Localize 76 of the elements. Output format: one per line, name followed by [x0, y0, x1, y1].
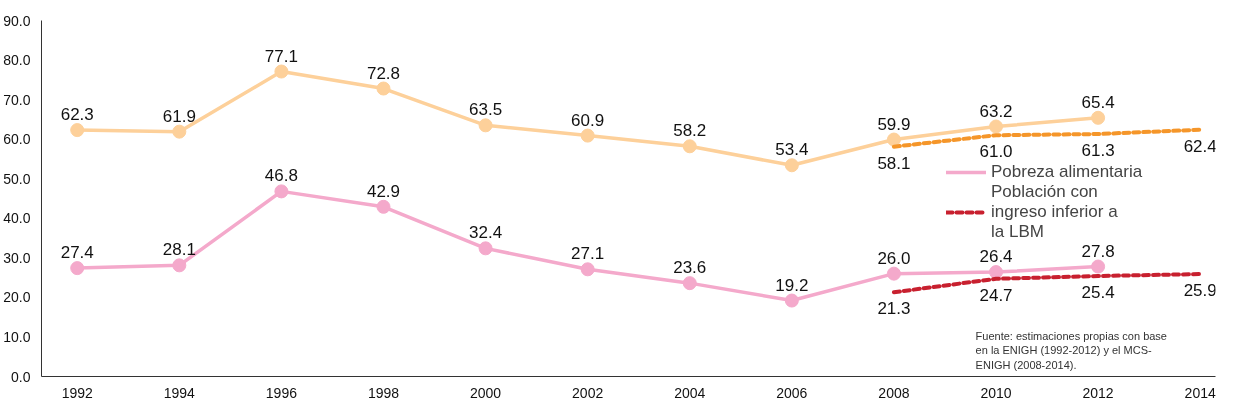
data-label: 46.8 — [264, 166, 298, 186]
data-label: 32.4 — [469, 223, 503, 243]
point — [1091, 259, 1106, 274]
point — [580, 262, 595, 277]
y-tick-label: 40.0 — [3, 210, 31, 227]
data-label: 61.3 — [1081, 141, 1115, 161]
data-label: 63.2 — [979, 101, 1013, 121]
data-label: 61.0 — [979, 142, 1013, 162]
data-label: 62.3 — [60, 105, 94, 125]
x-tick-label: 1992 — [61, 384, 94, 401]
data-label: 58.1 — [877, 153, 911, 173]
point — [784, 158, 799, 173]
point — [1091, 110, 1106, 125]
data-label: 25.9 — [1183, 281, 1217, 301]
x-tick-label: 2012 — [1082, 384, 1114, 401]
x-tick-label: 2000 — [470, 384, 502, 401]
data-label: 62.4 — [1183, 136, 1217, 156]
data-label: 58.2 — [673, 121, 707, 141]
point — [376, 199, 391, 214]
point — [478, 118, 493, 133]
y-tick-label: 80.0 — [3, 52, 31, 69]
data-label: 42.9 — [366, 181, 401, 201]
point — [886, 132, 901, 147]
y-tick-label: 0.0 — [11, 368, 31, 385]
x-tick-label: 2002 — [572, 384, 604, 401]
data-label: 65.4 — [1081, 92, 1115, 112]
data-label: 72.8 — [366, 63, 401, 83]
data-label: 27.1 — [571, 244, 605, 264]
data-label: 26.0 — [877, 248, 911, 268]
point — [886, 266, 901, 281]
point — [172, 124, 187, 139]
point — [70, 261, 85, 276]
x-tick-label: 2014 — [1184, 384, 1216, 401]
data-label: 23.6 — [673, 258, 707, 278]
point — [682, 139, 697, 154]
point — [274, 184, 289, 199]
x-tick-label: 2008 — [878, 384, 910, 401]
data-label: 77.1 — [264, 46, 298, 66]
point — [70, 123, 85, 138]
x-tick-label: 1998 — [367, 384, 400, 401]
x-tick-label: 2004 — [674, 384, 706, 401]
y-tick-label: 60.0 — [3, 131, 31, 148]
data-label: 25.4 — [1081, 283, 1115, 303]
point — [274, 64, 289, 79]
data-label: 28.1 — [162, 240, 196, 260]
data-label: 27.8 — [1081, 241, 1115, 261]
data-label: 59.9 — [877, 114, 911, 134]
data-label: 60.9 — [571, 110, 605, 130]
data-label: 21.3 — [877, 299, 911, 319]
legend-label: Población con ingreso inferior a la LBM — [991, 182, 1118, 242]
point — [580, 128, 595, 143]
point — [682, 276, 697, 291]
legend-label: Pobreza alimentaria — [991, 162, 1143, 182]
point — [478, 241, 493, 256]
x-tick-label: 2010 — [980, 384, 1012, 401]
y-tick-label: 90.0 — [3, 12, 31, 29]
data-label: 63.5 — [469, 100, 503, 120]
y-tick-label: 30.0 — [3, 249, 31, 266]
point — [989, 119, 1004, 134]
y-tick-label: 20.0 — [3, 289, 31, 306]
data-label: 26.4 — [979, 247, 1013, 267]
data-label: 61.9 — [162, 106, 196, 126]
y-tick-label: 70.0 — [3, 91, 31, 108]
annotation: Fuente: estimaciones propias con base en la ENIGH (1992-2012) y el MCS-ENIGH (2008-2014). — [975, 329, 1167, 371]
y-tick-label: 10.0 — [3, 328, 31, 345]
y-tick-label: 50.0 — [3, 170, 31, 187]
data-label: 19.2 — [775, 275, 809, 295]
x-tick-label: 1996 — [265, 384, 298, 401]
point — [376, 81, 391, 96]
x-tick-label: 1994 — [163, 384, 196, 401]
data-label: 27.4 — [60, 243, 94, 263]
data-label: 24.7 — [979, 285, 1013, 305]
point — [784, 293, 799, 308]
point — [172, 258, 187, 273]
data-label: 53.4 — [775, 140, 809, 160]
x-tick-label: 2006 — [776, 384, 808, 401]
